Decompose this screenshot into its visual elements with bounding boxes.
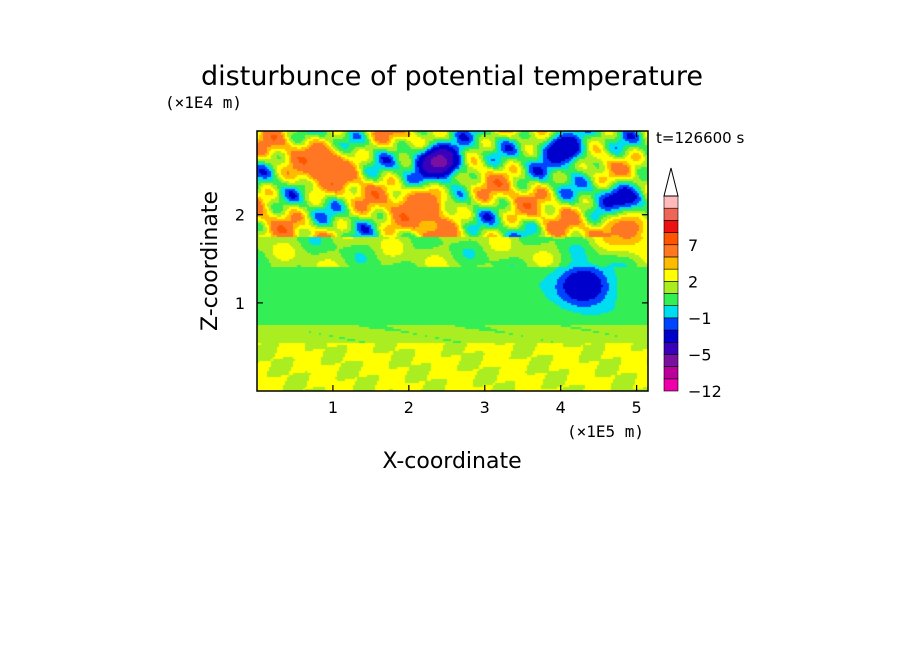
field-image [257, 131, 648, 391]
colorbar-tick-label: −5 [688, 345, 712, 364]
x-axis-ticks: 1 2 3 4 5 [328, 131, 642, 417]
colorbar-segment [663, 281, 679, 294]
colorbar-segment [663, 317, 679, 331]
colorbar-segment [663, 195, 679, 209]
colorbar-segment [663, 378, 679, 392]
x-tick-label: 2 [404, 398, 414, 417]
colorbar-segment [663, 244, 679, 258]
colorbar-segment [663, 354, 679, 367]
colorbar-segment [663, 293, 679, 306]
colorbar-segment [663, 341, 679, 355]
x-tick-label: 3 [480, 398, 490, 417]
time-label: t=126600 s [656, 129, 744, 147]
chart-title: disturbunce of potential temperature [201, 61, 703, 92]
colorbar-tick-label: −1 [688, 309, 712, 328]
colorbar: −12−5−127 [663, 167, 722, 401]
x-axis-unit: (×1E5 m) [567, 422, 644, 441]
colorbar-segment [663, 305, 679, 319]
x-axis-label: X-coordinate [382, 449, 521, 474]
colorbar-segment [663, 256, 679, 270]
y-axis-label: Z-coordinate [198, 191, 223, 331]
colorbar-tick-label: 7 [688, 236, 698, 255]
colorbar-tick-label: −12 [688, 382, 722, 401]
plot-frame [256, 130, 649, 392]
heatmap-field [257, 131, 648, 391]
colorbar-segment [663, 207, 679, 221]
y-axis-unit: (×1E4 m) [165, 93, 242, 112]
x-tick-label: 4 [556, 398, 566, 417]
colorbar-extend-arrow [663, 167, 679, 197]
colorbar-segment [663, 329, 679, 343]
y-tick-label: 1 [235, 294, 245, 313]
colorbar-segment [663, 220, 679, 233]
colorbar-tick-label: 2 [688, 272, 698, 291]
colorbar-segment [663, 268, 679, 282]
colorbar-segment [663, 232, 679, 246]
y-axis-ticks: 12 [235, 206, 648, 313]
y-tick-label: 2 [235, 206, 245, 225]
colorbar-segment [663, 366, 679, 380]
x-tick-label: 5 [632, 398, 642, 417]
x-tick-label: 1 [328, 398, 338, 417]
